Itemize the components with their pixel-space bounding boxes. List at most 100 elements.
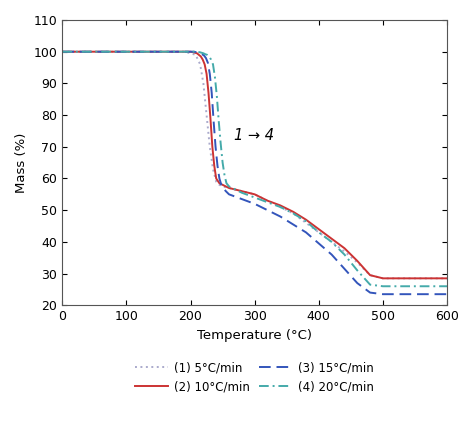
(2) 10°C/min	[206, 90, 211, 95]
(4) 20°C/min	[329, 239, 335, 244]
(2) 10°C/min	[393, 276, 399, 281]
(4) 20°C/min	[204, 52, 210, 57]
(1) 5°C/min	[188, 51, 193, 56]
(1) 5°C/min	[252, 192, 257, 197]
(2) 10°C/min	[211, 163, 217, 168]
(3) 15°C/min	[194, 50, 200, 55]
(3) 15°C/min	[59, 49, 65, 54]
(4) 20°C/min	[355, 268, 360, 273]
(4) 20°C/min	[214, 94, 219, 99]
(4) 20°C/min	[393, 284, 399, 289]
(4) 20°C/min	[431, 284, 437, 289]
(3) 15°C/min	[342, 266, 347, 271]
(1) 5°C/min	[264, 198, 270, 203]
Y-axis label: Mass (%): Mass (%)	[15, 132, 28, 193]
(1) 5°C/min	[207, 144, 213, 149]
(4) 20°C/min	[342, 252, 347, 257]
(4) 20°C/min	[226, 184, 232, 189]
(1) 5°C/min	[201, 81, 206, 86]
(3) 15°C/min	[215, 163, 220, 168]
(3) 15°C/min	[217, 176, 222, 181]
(3) 15°C/min	[239, 197, 245, 202]
(1) 5°C/min	[213, 179, 219, 184]
(4) 20°C/min	[444, 284, 450, 289]
Line: (4) 20°C/min: (4) 20°C/min	[62, 52, 447, 286]
(3) 15°C/min	[329, 252, 335, 257]
(1) 5°C/min	[210, 167, 216, 172]
(1) 5°C/min	[444, 276, 450, 281]
(4) 20°C/min	[224, 181, 229, 186]
(4) 20°C/min	[252, 195, 257, 200]
(4) 20°C/min	[208, 57, 214, 62]
(4) 20°C/min	[239, 190, 245, 195]
(3) 15°C/min	[205, 60, 211, 65]
(4) 20°C/min	[197, 50, 203, 55]
(1) 5°C/min	[367, 273, 373, 278]
Legend: (1) 5°C/min, (2) 10°C/min, (3) 15°C/min, (4) 20°C/min: (1) 5°C/min, (2) 10°C/min, (3) 15°C/min,…	[130, 357, 379, 398]
(3) 15°C/min	[197, 51, 203, 56]
(2) 10°C/min	[316, 227, 322, 232]
Line: (1) 5°C/min: (1) 5°C/min	[62, 52, 447, 278]
(3) 15°C/min	[393, 292, 399, 297]
(2) 10°C/min	[380, 276, 386, 281]
(4) 20°C/min	[419, 284, 424, 289]
(3) 15°C/min	[219, 182, 224, 187]
(4) 20°C/min	[277, 204, 283, 209]
(2) 10°C/min	[355, 258, 360, 263]
(4) 20°C/min	[380, 284, 386, 289]
(1) 5°C/min	[239, 189, 245, 194]
(3) 15°C/min	[444, 292, 450, 297]
(4) 20°C/min	[210, 62, 216, 67]
(3) 15°C/min	[252, 201, 257, 206]
(3) 15°C/min	[316, 241, 322, 246]
(2) 10°C/min	[204, 71, 210, 76]
(1) 5°C/min	[355, 260, 360, 265]
(2) 10°C/min	[252, 192, 257, 197]
(1) 5°C/min	[316, 230, 322, 235]
(4) 20°C/min	[212, 75, 218, 80]
(4) 20°C/min	[406, 284, 411, 289]
(4) 20°C/min	[233, 187, 238, 192]
(4) 20°C/min	[264, 200, 270, 205]
(2) 10°C/min	[200, 57, 206, 62]
(1) 5°C/min	[277, 204, 283, 209]
(2) 10°C/min	[191, 50, 197, 55]
Line: (2) 10°C/min: (2) 10°C/min	[62, 52, 447, 278]
(1) 5°C/min	[193, 52, 199, 57]
(1) 5°C/min	[419, 276, 424, 281]
(2) 10°C/min	[444, 276, 450, 281]
(1) 5°C/min	[380, 276, 386, 281]
(2) 10°C/min	[196, 52, 202, 57]
(1) 5°C/min	[181, 49, 187, 54]
(3) 15°C/min	[419, 292, 424, 297]
(2) 10°C/min	[342, 245, 347, 251]
(2) 10°C/min	[226, 185, 232, 190]
(2) 10°C/min	[208, 116, 213, 121]
(2) 10°C/min	[194, 51, 200, 56]
(1) 5°C/min	[197, 62, 203, 67]
(1) 5°C/min	[59, 49, 65, 54]
(4) 20°C/min	[201, 51, 206, 56]
(4) 20°C/min	[59, 49, 65, 54]
(4) 20°C/min	[216, 119, 222, 124]
(1) 5°C/min	[220, 184, 226, 189]
(2) 10°C/min	[210, 144, 215, 149]
(3) 15°C/min	[264, 208, 270, 213]
(4) 20°C/min	[220, 160, 226, 165]
(3) 15°C/min	[290, 222, 296, 227]
(3) 15°C/min	[431, 292, 437, 297]
(4) 20°C/min	[206, 54, 212, 59]
(3) 15°C/min	[367, 290, 373, 295]
(3) 15°C/min	[203, 56, 209, 61]
(2) 10°C/min	[198, 54, 204, 59]
(3) 15°C/min	[303, 230, 309, 235]
(2) 10°C/min	[406, 276, 411, 281]
(3) 15°C/min	[220, 185, 226, 190]
(3) 15°C/min	[406, 292, 411, 297]
(2) 10°C/min	[419, 276, 424, 281]
(3) 15°C/min	[226, 192, 232, 197]
(1) 5°C/min	[431, 276, 437, 281]
(4) 20°C/min	[218, 141, 224, 146]
(1) 5°C/min	[226, 185, 232, 190]
(2) 10°C/min	[367, 273, 373, 278]
